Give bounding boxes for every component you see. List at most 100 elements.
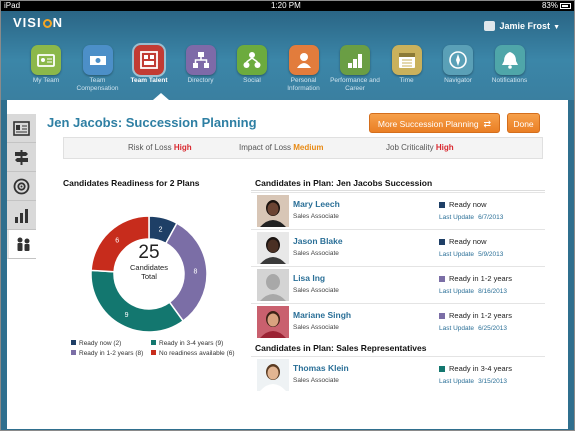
side-tab-profile[interactable]: [7, 114, 36, 143]
status-swatch: [439, 276, 445, 282]
nav-item-time[interactable]: Time: [381, 45, 433, 85]
nav-item-my-team[interactable]: My Team: [20, 45, 72, 85]
candidate-name[interactable]: Lisa Ing: [293, 273, 326, 283]
side-tab-goals[interactable]: [7, 172, 36, 201]
status-swatch: [439, 366, 445, 372]
impact-of-loss: Impact of Loss Medium: [239, 143, 324, 152]
donut-slice-label: 8: [193, 269, 197, 276]
side-tabs: [7, 114, 36, 259]
nav-item-social[interactable]: Social: [226, 45, 278, 85]
nav-item-performance-and-career[interactable]: Performance and Career: [329, 45, 381, 92]
performance-icon: [340, 45, 370, 75]
avatar: [257, 232, 289, 264]
status-swatch: [439, 313, 445, 319]
nav-item-label: Navigator: [444, 77, 472, 84]
last-update: Last Update 6/25/2013: [439, 325, 507, 332]
user-icon: [483, 21, 495, 31]
donut-slice-label: 9: [125, 312, 129, 319]
plan1-title: Candidates in Plan: Jen Jacobs Successio…: [255, 178, 433, 188]
nav-item-directory[interactable]: Directory: [175, 45, 227, 85]
profile-card-icon: [13, 121, 30, 136]
nav-item-label: Performance and Career: [330, 77, 380, 92]
team-icon: [31, 45, 61, 75]
bar-chart-icon: [15, 209, 28, 223]
status-swatch: [439, 202, 445, 208]
nav-item-label: Team Compensation: [76, 77, 119, 92]
battery-percent: 83%: [541, 1, 558, 10]
readiness-status: Ready now: [439, 237, 487, 246]
candidate-name[interactable]: Mary Leech: [293, 199, 340, 209]
page-title: Jen Jacobs: Succession Planning: [47, 115, 257, 130]
user-name: Jamie Frost: [499, 21, 551, 31]
nav-item-label: My Team: [32, 77, 60, 84]
avatar: [257, 359, 289, 391]
chevron-down-icon: ▼: [553, 24, 560, 31]
nav-item-personal-information[interactable]: Personal Information: [278, 45, 330, 92]
active-nav-pointer: [153, 93, 169, 100]
candidate-row[interactable]: Lisa Ing Sales Associate Ready in 1-2 year…: [251, 266, 545, 303]
talent-icon: [134, 45, 164, 75]
candidate-row[interactable]: Mariane Singh Sales Associate Ready in 1-2…: [251, 303, 545, 340]
nav-item-notifications[interactable]: Notifications: [484, 45, 536, 85]
candidate-role: Sales Associate: [293, 324, 339, 331]
nav-item-label: Time: [399, 77, 414, 84]
swap-arrows-icon: ⇄: [483, 119, 492, 129]
avatar: [257, 195, 289, 227]
status-swatch: [439, 239, 445, 245]
user-menu[interactable]: Jamie Frost ▼: [483, 21, 560, 31]
job-criticality: Job Criticality High: [386, 143, 454, 152]
plan2-title: Candidates in Plan: Sales Representative…: [255, 343, 427, 353]
last-update: Last Update 3/15/2013: [439, 378, 507, 385]
last-update: Last Update 5/9/2013: [439, 251, 504, 258]
total-candidates: 25: [138, 242, 160, 263]
readiness-status: Ready in 1-2 years: [439, 274, 512, 283]
avatar: [257, 306, 289, 338]
app-header: VISI N Jamie Frost ▼ My Team Team Compensat…: [1, 11, 574, 100]
done-button[interactable]: Done: [507, 113, 540, 133]
signpost-icon: [15, 150, 28, 165]
donut-slice-no-readiness-available[interactable]: [90, 215, 150, 273]
more-succession-planning-button[interactable]: More Succession Planning ⇄: [369, 113, 500, 133]
divider: [251, 190, 545, 191]
candidate-role: Sales Associate: [293, 213, 339, 220]
directory-icon: [185, 45, 216, 75]
side-tab-stats[interactable]: [7, 201, 36, 230]
target-icon: [13, 178, 30, 195]
candidate-name[interactable]: Mariane Singh: [293, 310, 352, 320]
nav-item-team-compensation[interactable]: Team Compensation: [72, 45, 124, 92]
candidate-row[interactable]: Mary Leech Sales Associate Ready now Last U…: [251, 192, 545, 229]
navigator-icon: [443, 45, 473, 75]
candidate-row[interactable]: Jason Blake Sales Associate Ready now Last …: [251, 229, 545, 266]
risk-of-loss: Risk of Loss High: [128, 143, 192, 152]
side-tab-succession[interactable]: [7, 230, 36, 259]
candidate-name[interactable]: Jason Blake: [293, 236, 343, 246]
candidate-row[interactable]: Thomas Klein Sales Associate Ready in 3-4 …: [251, 356, 545, 393]
nav-item-label: Personal Information: [287, 77, 320, 92]
content-panel: Jen Jacobs: Succession Planning More Suc…: [7, 100, 568, 429]
risk-summary-bar: Risk of Loss High Impact of Loss Medium …: [63, 137, 543, 159]
readiness-title: Candidates Readiness for 2 Plans: [63, 178, 200, 188]
last-update: Last Update 8/16/2013: [439, 288, 507, 295]
chart-legend: Ready now (2) Ready in 3-4 years (9) Rea…: [71, 340, 251, 360]
avatar: [257, 269, 289, 301]
nav-item-team-talent[interactable]: Team Talent: [123, 45, 175, 85]
nav-item-label: Social: [243, 77, 261, 84]
clock: 1:20 PM: [271, 1, 301, 10]
candidate-name[interactable]: Thomas Klein: [293, 363, 349, 373]
battery-icon: [560, 3, 571, 9]
readiness-status: Ready in 3-4 years: [439, 364, 512, 373]
total-label-total: Total: [141, 272, 157, 281]
donut-slice-label: 6: [115, 238, 119, 245]
legend-ready-1-2: Ready in 1-2 years (8): [71, 350, 143, 357]
carrier-label: iPad: [4, 1, 21, 10]
legend-no-readiness: No readiness available (6): [151, 350, 235, 357]
candidate-role: Sales Associate: [293, 377, 339, 384]
nav-item-label: Team Talent: [130, 77, 168, 84]
nav-item-navigator[interactable]: Navigator: [432, 45, 484, 85]
side-tab-career[interactable]: [7, 143, 36, 172]
status-bar: iPad 1:20 PM 83%: [1, 1, 574, 11]
total-label-candidates: Candidates: [130, 263, 168, 272]
time-icon: [391, 45, 422, 75]
nav-item-label: Directory: [187, 77, 214, 84]
